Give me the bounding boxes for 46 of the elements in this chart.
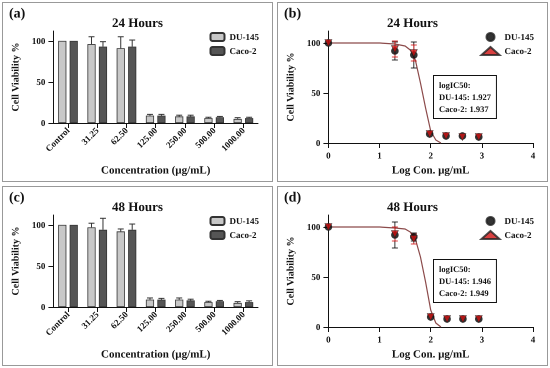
y-tick-label: 50 bbox=[311, 272, 321, 282]
y-tick-label: 50 bbox=[36, 76, 46, 87]
x-tick-label: 1 bbox=[377, 150, 382, 160]
text: (d) bbox=[284, 190, 302, 206]
annotation: logIC50: DU-145: 1.927 Caco-2: 1.937 bbox=[439, 80, 492, 114]
x-tick-label: 1 bbox=[377, 334, 382, 344]
text: (c) bbox=[9, 190, 25, 206]
y-axis-title: Cell Viability % bbox=[10, 226, 22, 296]
annotation: logIC50: DU-145: 1.946 Caco-2: 1.949 bbox=[439, 264, 491, 298]
chart-title: 48 Hours bbox=[112, 199, 163, 214]
legend-label: DU-145 bbox=[230, 32, 260, 42]
y-tick-label: 100 bbox=[306, 38, 321, 48]
y-tick-label: 100 bbox=[32, 36, 46, 46]
x-tick-label: 2 bbox=[428, 150, 434, 160]
legend-label: DU-145 bbox=[230, 216, 260, 226]
x-tick-label: 4 bbox=[530, 150, 536, 160]
y-tick-label: 0 bbox=[40, 302, 46, 312]
x-axis-title: Log Con. µg/mL bbox=[392, 348, 470, 360]
legend-label: Caco-2 bbox=[230, 230, 257, 240]
text: (b) bbox=[284, 6, 302, 22]
legend-label: Caco-2 bbox=[504, 46, 532, 56]
y-tick-label: 100 bbox=[306, 222, 321, 232]
text: (a) bbox=[9, 6, 26, 22]
x-axis-title: Concentration (µg/mL) bbox=[101, 348, 211, 360]
y-tick-label: 100 bbox=[32, 220, 46, 230]
y-tick-label: 50 bbox=[36, 260, 46, 271]
x-tick-label: 3 bbox=[480, 150, 485, 160]
x-tick-label: 2 bbox=[428, 334, 434, 344]
x-tick-label: 0 bbox=[326, 334, 332, 344]
x-axis-title: Concentration (µg/mL) bbox=[101, 164, 211, 176]
y-tick-label: 0 bbox=[40, 118, 46, 128]
legend-label: DU-145 bbox=[504, 216, 534, 226]
x-tick-label: 3 bbox=[480, 334, 485, 344]
chart-title: 24 Hours bbox=[387, 15, 438, 30]
y-axis-title: Cell Viability % bbox=[10, 42, 22, 112]
legend-label: Caco-2 bbox=[230, 46, 257, 56]
x-tick-label: 4 bbox=[530, 334, 536, 344]
x-tick-label: 0 bbox=[326, 150, 332, 160]
y-axis-title: Cell Viability % bbox=[286, 52, 296, 122]
legend-label: Caco-2 bbox=[504, 230, 532, 240]
y-axis-title: Cell Viability % bbox=[286, 236, 296, 306]
y-tick-label: 50 bbox=[311, 88, 321, 98]
legend-label: DU-145 bbox=[504, 32, 534, 42]
chart-title: 24 Hours bbox=[112, 15, 163, 30]
chart-title: 48 Hours bbox=[387, 199, 438, 214]
x-axis-title: Log Con. µg/mL bbox=[392, 164, 470, 176]
